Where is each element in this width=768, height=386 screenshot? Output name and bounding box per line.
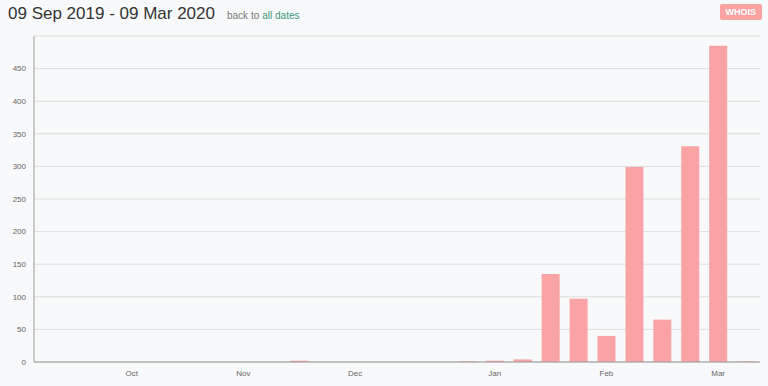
svg-text:100: 100	[13, 293, 27, 302]
svg-text:Feb: Feb	[600, 369, 614, 378]
svg-text:250: 250	[13, 195, 27, 204]
svg-text:0: 0	[22, 358, 27, 367]
svg-text:50: 50	[17, 325, 26, 334]
svg-text:200: 200	[13, 227, 27, 236]
svg-text:400: 400	[13, 97, 27, 106]
html-text:09 Sep 2019 - 09 Mar 2020: 09 Sep 2019 - 09 Mar 2020	[8, 4, 215, 23]
svg-text:350: 350	[13, 130, 27, 139]
svg-text:Jan: Jan	[488, 369, 501, 378]
html-text:WHOIS: WHOIS	[725, 7, 756, 17]
svg-text:450: 450	[13, 64, 27, 73]
svg-text:Dec: Dec	[348, 369, 362, 378]
svg-text:Mar: Mar	[711, 369, 725, 378]
svg-text:Nov: Nov	[236, 369, 250, 378]
svg-text:300: 300	[13, 162, 27, 171]
html-text:back to all dates: back to all dates	[227, 10, 300, 21]
svg-text:150: 150	[13, 260, 27, 269]
svg-text:Oct: Oct	[126, 369, 139, 378]
